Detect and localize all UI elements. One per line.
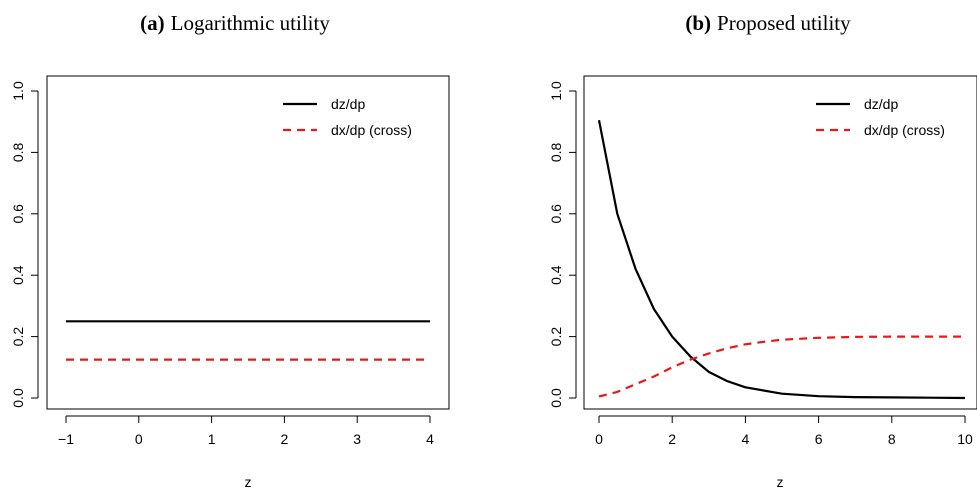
y-tick-label: 1.0 [548, 81, 564, 101]
legend-label: dz/dp [331, 96, 365, 112]
panel-a-tag: (a) [140, 11, 165, 35]
y-tick-label: 0.4 [10, 265, 26, 285]
panel-a-title-text: Logarithmic utility [171, 11, 331, 35]
series-layer [597, 119, 966, 400]
y-tick-label: 1.0 [10, 81, 26, 101]
x-axis-label: z [777, 474, 784, 490]
y-tick-label: 0.8 [10, 142, 26, 162]
panel-b-title: (b) Proposed utility [685, 11, 851, 35]
y-tick-label: 0.6 [10, 204, 26, 224]
series-line-dz-dp [597, 119, 966, 400]
x-axis-label: z [245, 474, 252, 490]
x-axis: −1 0 1 2 3 4 [58, 415, 434, 447]
x-tick-label: 3 [353, 431, 361, 447]
x-tick-label: −1 [58, 431, 74, 447]
y-tick-label: 0.2 [548, 327, 564, 347]
series-line-dx-dp-cross [598, 335, 965, 398]
y-axis: 0.0 0.2 0.4 0.6 0.8 1.0 [10, 81, 39, 408]
x-tick-label: 6 [815, 431, 823, 447]
x-axis: 0 2 4 6 8 10 [595, 415, 973, 447]
plot-frame [583, 75, 977, 410]
x-tick-label: 8 [888, 431, 896, 447]
legend: dz/dp dx/dp (cross) [816, 96, 945, 138]
x-tick-label: 4 [742, 431, 750, 447]
legend: dz/dp dx/dp (cross) [283, 96, 412, 138]
y-axis: 0.0 0.2 0.4 0.6 0.8 1.0 [548, 81, 577, 408]
plot-frame [46, 75, 450, 410]
x-tick-label: 0 [135, 431, 143, 447]
y-tick-label: 0.0 [548, 388, 564, 408]
y-tick-label: 0.0 [10, 388, 26, 408]
legend-label: dx/dp (cross) [864, 122, 945, 138]
x-tick-label: 4 [426, 431, 434, 447]
panel-logarithmic-utility: (a) Logarithmic utility −1 0 1 2 3 4 0.0 0.2 0.4… [10, 11, 450, 490]
series-layer [66, 320, 430, 361]
y-tick-label: 0.6 [548, 204, 564, 224]
panel-proposed-utility: (b) Proposed utility 0 2 4 6 8 10 0.0 0.2 0.4 0.6… [548, 11, 977, 490]
x-tick-label: 2 [281, 431, 289, 447]
panel-b-tag: (b) [685, 11, 711, 35]
x-tick-label: 10 [957, 431, 973, 447]
y-tick-label: 0.8 [548, 142, 564, 162]
y-tick-label: 0.4 [548, 265, 564, 285]
legend-label: dx/dp (cross) [331, 122, 412, 138]
panel-a-title: (a) Logarithmic utility [140, 11, 330, 35]
x-tick-label: 1 [208, 431, 216, 447]
y-tick-label: 0.2 [10, 327, 26, 347]
panel-b-title-text: Proposed utility [717, 11, 851, 35]
x-tick-label: 2 [668, 431, 676, 447]
legend-label: dz/dp [864, 96, 898, 112]
x-tick-label: 0 [595, 431, 603, 447]
